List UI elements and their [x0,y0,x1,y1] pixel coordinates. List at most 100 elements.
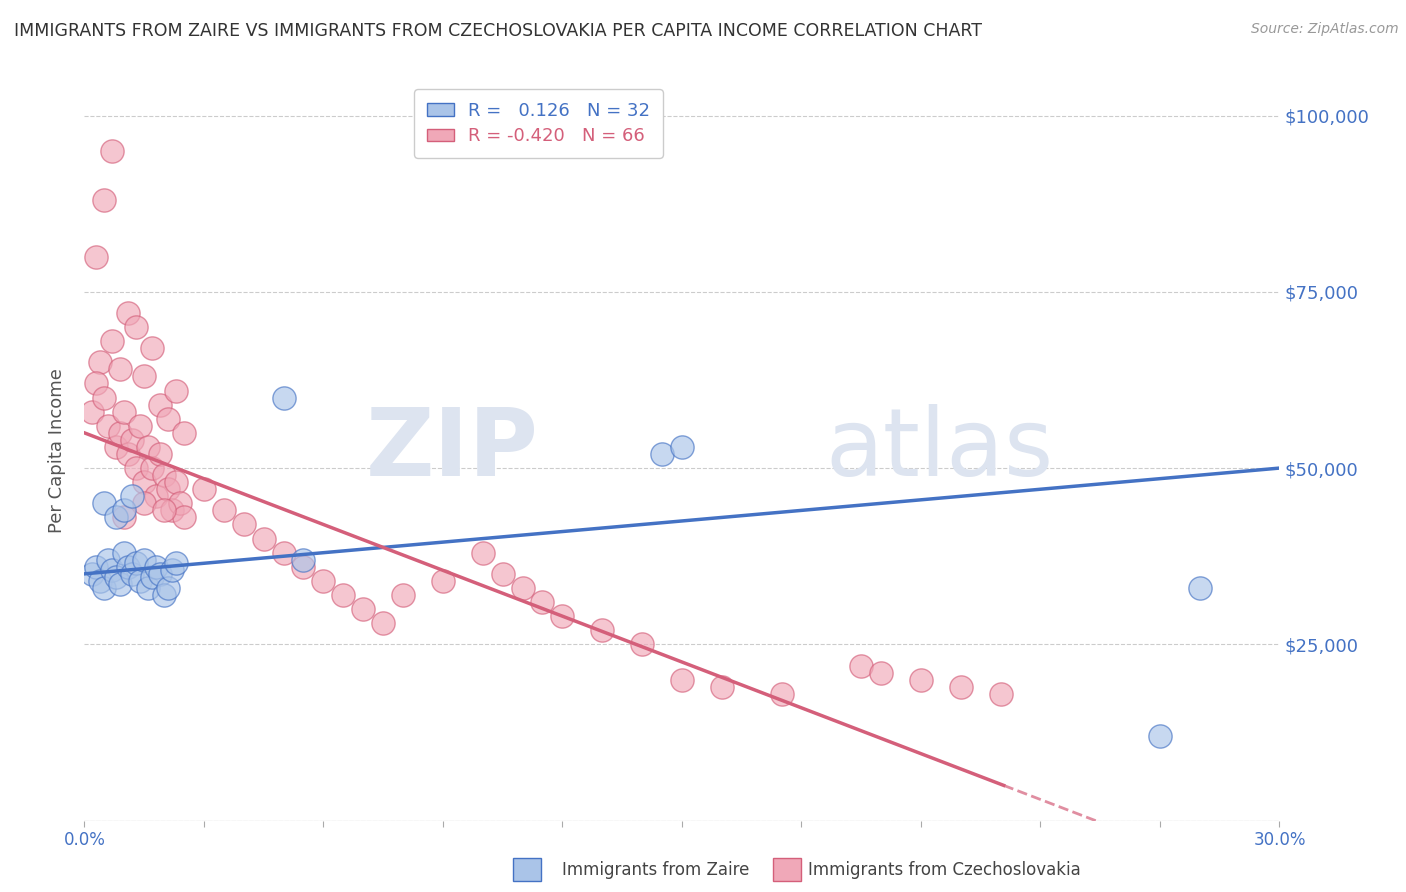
Point [631,637,654,651]
Point [93,496,115,510]
Point [136,581,159,595]
Text: atlas: atlas [825,404,1053,497]
Point [851,658,873,673]
Point [82,566,104,581]
Point [97,418,120,433]
Point [212,503,235,517]
Point [132,369,156,384]
Point [392,588,415,602]
Point [651,447,673,461]
Point [157,411,180,425]
Point [125,556,148,570]
Point [910,673,932,687]
Point [157,581,180,595]
Point [101,334,124,348]
Point [117,559,139,574]
Text: ZIP: ZIP [366,404,538,497]
Point [110,577,132,591]
Point [89,355,111,369]
Point [86,250,108,264]
Point [132,475,156,490]
Point [160,563,183,577]
Point [169,496,191,510]
Point [373,616,395,631]
Point [173,425,195,440]
Point [89,574,111,588]
Point [149,566,172,581]
Point [1149,729,1171,743]
Point [531,595,554,609]
Point [149,398,172,412]
Point [132,553,156,567]
Point [93,193,115,207]
Point [253,532,276,546]
Text: IMMIGRANTS FROM ZAIRE VS IMMIGRANTS FROM CZECHOSLOVAKIA PER CAPITA INCOME CORREL: IMMIGRANTS FROM ZAIRE VS IMMIGRANTS FROM… [14,22,981,40]
Point [121,489,143,503]
Point [125,461,148,475]
Point [153,588,176,602]
Point [770,687,793,701]
Point [1188,581,1211,595]
Point [332,588,354,602]
Point [949,680,972,694]
Point [165,384,187,398]
Point [141,341,163,355]
Point [173,510,195,524]
Point [990,687,1012,701]
Point [125,320,148,334]
Point [165,556,187,570]
Point [129,418,152,433]
Point [273,546,295,560]
Point [93,391,115,405]
Point [352,602,374,616]
Point [160,503,183,517]
Point [132,496,156,510]
Point [149,447,172,461]
Point [112,546,135,560]
Point [105,570,128,584]
Point [110,425,132,440]
Point [121,433,143,447]
Point [112,405,135,419]
Point [492,566,515,581]
Point [105,510,128,524]
Point [232,517,254,532]
Point [101,144,124,158]
Point [112,510,135,524]
Point [312,574,335,588]
Point [86,376,108,391]
Point [512,581,534,595]
Point [110,362,132,376]
Point [117,306,139,320]
Point [153,503,176,517]
Point [112,503,135,517]
Text: Source: ZipAtlas.com: Source: ZipAtlas.com [1251,22,1399,37]
Point [145,489,167,503]
Point [671,673,693,687]
Point [105,440,128,454]
Point [117,447,139,461]
Point [292,559,315,574]
Point [710,680,733,694]
Point [193,482,215,496]
Point [165,475,187,490]
Point [101,563,124,577]
Point [141,570,163,584]
Legend: R =   0.126   N = 32, R = -0.420   N = 66: R = 0.126 N = 32, R = -0.420 N = 66 [415,89,662,158]
Point [82,405,104,419]
Point [671,440,693,454]
Point [136,440,159,454]
Point [471,546,494,560]
Point [141,461,163,475]
Point [273,391,295,405]
Point [121,566,143,581]
Text: Immigrants from Czechoslovakia: Immigrants from Czechoslovakia [808,861,1081,879]
Point [97,553,120,567]
Point [591,624,613,638]
Point [86,559,108,574]
Y-axis label: Per Capita Income: Per Capita Income [48,368,66,533]
Point [93,581,115,595]
Text: Immigrants from Zaire: Immigrants from Zaire [562,861,749,879]
Point [551,609,574,624]
Point [153,468,176,483]
